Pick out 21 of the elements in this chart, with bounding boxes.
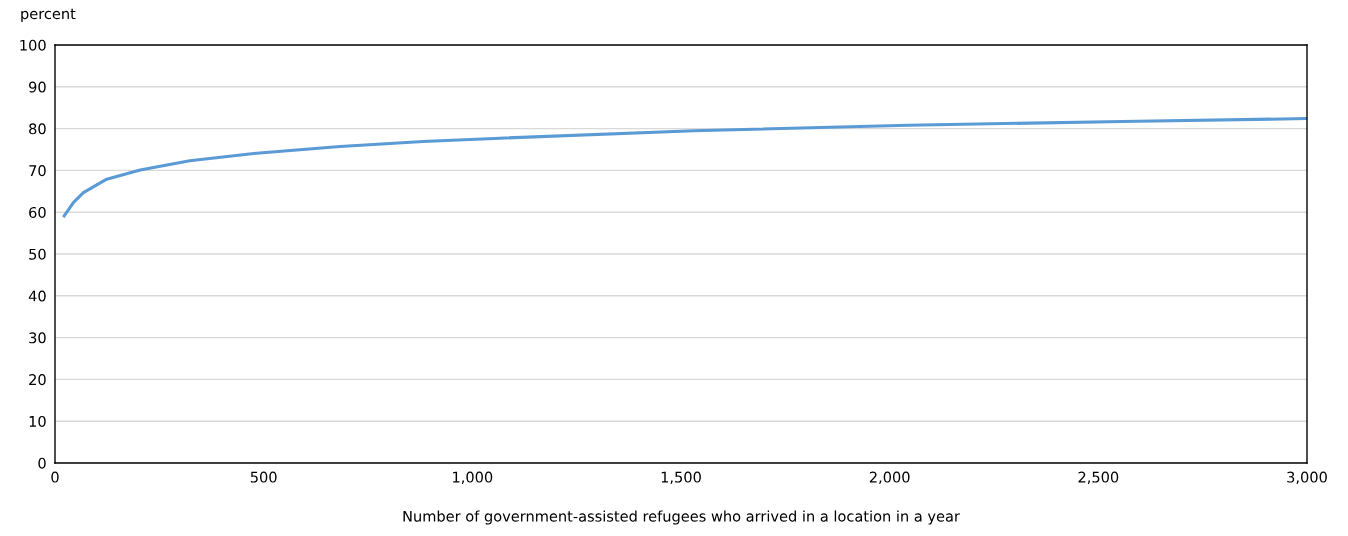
y-tick-label: 40 bbox=[28, 290, 46, 302]
x-tick-label: 1,500 bbox=[661, 471, 701, 485]
y-tick-label: 60 bbox=[29, 206, 46, 218]
x-tick-label: 500 bbox=[250, 471, 277, 483]
y-tick-label: 90 bbox=[29, 81, 46, 93]
x-tick-label: 2,000 bbox=[869, 471, 910, 485]
line-series bbox=[62, 117, 1307, 218]
y-tick-label: 80 bbox=[29, 123, 46, 135]
y-axis-title: percent bbox=[21, 8, 76, 23]
x-tick-label: 2,500 bbox=[1078, 471, 1119, 485]
x-axis-title: Number of government-assisted refugees who arrived in a location in a year bbox=[403, 510, 960, 525]
y-tick-label: 50 bbox=[29, 248, 46, 260]
y-tick-label: 10 bbox=[29, 415, 46, 427]
x-tick-label: 0 bbox=[51, 471, 59, 483]
y-tick-label: 100 bbox=[20, 39, 46, 51]
x-tick-label: 1,000 bbox=[453, 471, 493, 485]
y-tick-label: 30 bbox=[29, 332, 46, 344]
y-tick-label: 20 bbox=[29, 374, 46, 386]
y-tick-label: 0 bbox=[38, 457, 46, 469]
x-tick-label: 3,000 bbox=[1287, 471, 1327, 485]
y-tick-label: 70 bbox=[29, 165, 46, 177]
